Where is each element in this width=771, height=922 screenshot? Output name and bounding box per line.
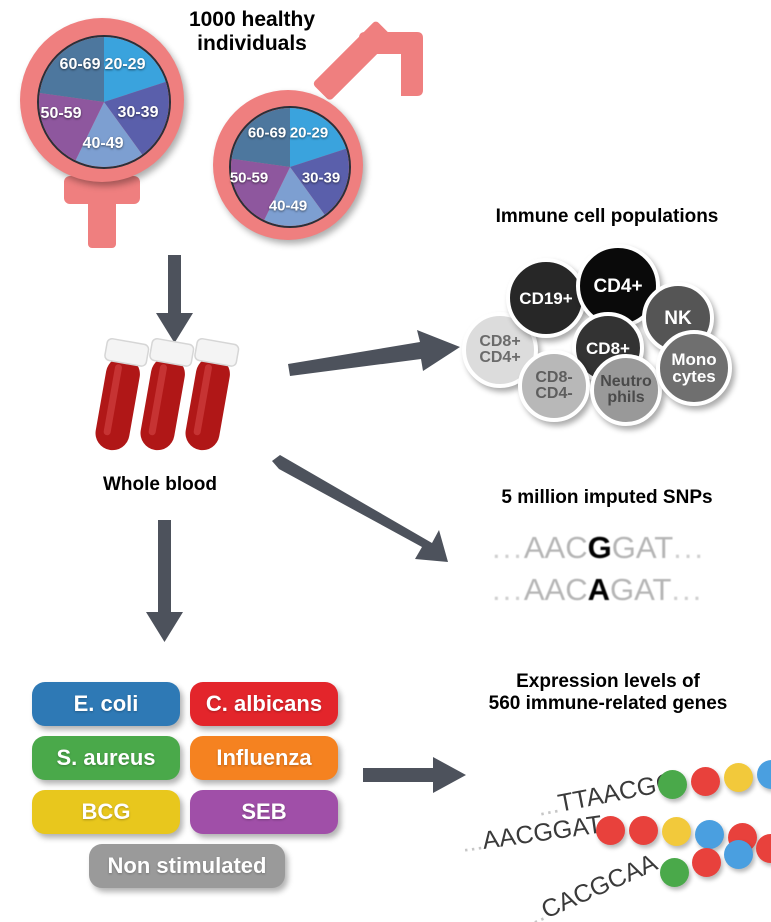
- stimulus-pill-s-aureus[interactable]: S. aureus: [32, 736, 180, 780]
- snp-sequence-row-2: ...AACAGAT...: [492, 572, 703, 608]
- pie-slice-30-39: [104, 81, 169, 155]
- stimulus-pill-seb[interactable]: SEB: [190, 790, 338, 834]
- immune-cell-label: Neutro phils: [600, 373, 652, 406]
- immune-cell-label: CD19+: [519, 288, 573, 308]
- stimulus-label: C. albicans: [205, 691, 323, 716]
- immune-cell-label: CD8+: [586, 338, 630, 358]
- snp-right-bases: GAT: [611, 530, 674, 565]
- venus-pie-svg: [39, 37, 169, 167]
- mars-age-pie-chart: [229, 106, 351, 228]
- expression-strand-2-sequence: ...AACGGAT: [460, 810, 604, 858]
- pie-slice-40-49: [75, 102, 143, 167]
- expression-bead: [662, 817, 691, 846]
- expression-strands-group: ...TTAACGG ...AACGGAT ...CACGCAA: [460, 748, 771, 922]
- mars-slice-label-30-39: 30-39: [301, 169, 341, 187]
- stimulus-label: BCG: [81, 799, 131, 824]
- section-title-snps: 5 million imputed SNPs: [501, 487, 713, 508]
- pie-slice-60-69: [39, 37, 104, 102]
- arrow-blood-to-snps: [272, 455, 448, 562]
- immune-cell-cd19p: CD19+: [506, 258, 586, 338]
- immune-cell-neutrophils: Neutro phils: [590, 354, 662, 426]
- expression-bead: [691, 767, 720, 796]
- stimulus-pill-non-stimulated[interactable]: Non stimulated: [89, 844, 285, 888]
- stimulus-pill-e-coli[interactable]: E. coli: [32, 682, 180, 726]
- expression-bead: [724, 763, 753, 792]
- pie-slice-60-69: [231, 108, 290, 167]
- stimulus-label: SEB: [241, 799, 287, 824]
- pie-slice-20-29: [290, 108, 347, 167]
- pie-slice-40-49: [264, 167, 325, 226]
- mars-slice-label-50-59: 50-59: [229, 169, 269, 187]
- strand-bases: CACGCAA: [537, 848, 662, 922]
- mars-slice-label-40-49: 40-49: [268, 197, 308, 215]
- expression-bead: [596, 816, 625, 845]
- section-title-expression: Expression levels of 560 immune-related …: [488, 671, 728, 714]
- mars-slice-label-20-29: 20-29: [289, 124, 329, 142]
- venus-slice-label-50-59: 50-59: [40, 105, 82, 122]
- snp-sequence-row-1: ...AACGGAT...: [492, 530, 705, 566]
- immune-cell-monocytes: Mono cytes: [656, 330, 732, 406]
- snp-right-bases: GAT: [609, 572, 672, 607]
- pie-slice-50-59: [39, 92, 104, 161]
- stimulus-pill-bcg[interactable]: BCG: [32, 790, 180, 834]
- snp-prefix-dots: ...: [492, 530, 524, 565]
- arrow-blood-to-immune-cells: [288, 330, 460, 376]
- snp-left-bases: AAC: [523, 530, 588, 565]
- immune-cell-label: Mono cytes: [671, 350, 717, 386]
- arrow-stimuli-to-expression: [363, 757, 466, 793]
- arrow-blood-to-stimuli: [146, 520, 183, 642]
- pie-slice-30-39: [290, 148, 349, 215]
- female-symbol-group: 20-29 30-39 40-49 50-59 60-69: [8, 8, 208, 248]
- page-title-cohort: 1000 healthy individuals: [188, 8, 316, 56]
- expression-bead: [756, 834, 771, 863]
- whole-blood-label: Whole blood: [103, 474, 217, 495]
- snp-prefix-dots: ...: [492, 572, 524, 607]
- expression-bead: [724, 840, 753, 869]
- venus-slice-label-40-49: 40-49: [82, 135, 124, 152]
- snp-suffix-dots: ...: [671, 572, 704, 607]
- strand-bases: TTAACGG: [555, 767, 678, 818]
- snp-suffix-dots: ...: [673, 530, 705, 565]
- expression-bead: [695, 820, 724, 849]
- immune-cell-label: NK: [664, 307, 692, 329]
- stimulus-label: S. aureus: [56, 745, 156, 770]
- expression-bead: [658, 770, 687, 799]
- snp-left-bases: AAC: [523, 572, 588, 607]
- stimulus-label: E. coli: [73, 691, 139, 716]
- venus-age-pie-chart: [37, 35, 171, 169]
- expression-strand-1-sequence: ...TTAACGG: [535, 768, 678, 823]
- immune-cell-label: CD8- CD4-: [535, 369, 573, 402]
- whole-blood-tubes: [95, 335, 255, 465]
- immune-cell-label: CD8+ CD4+: [479, 333, 521, 366]
- arrow-cohort-to-blood: [156, 255, 193, 343]
- venus-slice-label-20-29: 20-29: [104, 56, 146, 73]
- immune-cell-label: CD4+: [593, 275, 643, 297]
- mars-pie-svg: [231, 108, 349, 226]
- expression-bead: [757, 760, 771, 789]
- male-symbol-group: 20-29 30-39 40-49 50-59 60-69: [205, 20, 435, 243]
- mars-slice-label-60-69: 60-69: [247, 124, 287, 142]
- snp-variant-base: G: [587, 530, 612, 565]
- immune-cell-cluster: CD8+ CD4+ CD19+ CD4+ CD8+ NK CD8- CD4- N…: [450, 240, 770, 426]
- pie-slice-50-59: [231, 158, 290, 221]
- pie-slice-20-29: [104, 37, 166, 102]
- section-title-immune-cells: Immune cell populations: [495, 206, 719, 227]
- stimulus-pill-c-albicans[interactable]: C. albicans: [190, 682, 338, 726]
- stimulus-pill-influenza[interactable]: Influenza: [190, 736, 338, 780]
- snp-variant-base: A: [587, 572, 610, 607]
- venus-slice-label-30-39: 30-39: [117, 104, 159, 121]
- stimulus-label: Non stimulated: [107, 853, 267, 878]
- expression-bead: [692, 848, 721, 877]
- stimuli-panel: E. coli C. albicans S. aureus Influenza …: [32, 682, 342, 894]
- expression-bead: [660, 858, 689, 887]
- expression-bead: [629, 816, 658, 845]
- stimulus-label: Influenza: [216, 745, 312, 770]
- expression-strand-3-sequence: ...CACGCAA: [518, 848, 662, 922]
- venus-slice-label-60-69: 60-69: [59, 56, 101, 73]
- mars-arrow-head: [355, 28, 427, 100]
- immune-cell-cd8n-cd4n: CD8- CD4-: [518, 350, 590, 422]
